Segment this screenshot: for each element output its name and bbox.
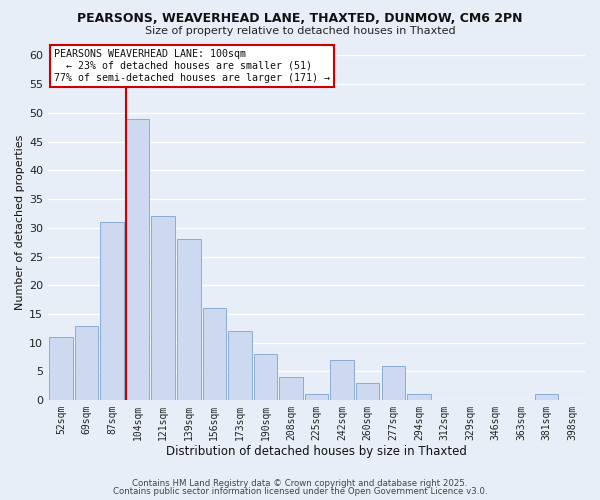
Bar bbox=[305, 394, 328, 400]
Bar bbox=[535, 394, 559, 400]
Bar bbox=[151, 216, 175, 400]
Text: PEARSONS WEAVERHEAD LANE: 100sqm
  ← 23% of detached houses are smaller (51)
77%: PEARSONS WEAVERHEAD LANE: 100sqm ← 23% o… bbox=[53, 50, 329, 82]
Bar bbox=[331, 360, 354, 400]
Text: Contains public sector information licensed under the Open Government Licence v3: Contains public sector information licen… bbox=[113, 487, 487, 496]
Bar bbox=[279, 377, 303, 400]
Y-axis label: Number of detached properties: Number of detached properties bbox=[15, 134, 25, 310]
Text: Contains HM Land Registry data © Crown copyright and database right 2025.: Contains HM Land Registry data © Crown c… bbox=[132, 478, 468, 488]
Bar bbox=[228, 332, 251, 400]
Bar bbox=[126, 118, 149, 400]
Text: PEARSONS, WEAVERHEAD LANE, THAXTED, DUNMOW, CM6 2PN: PEARSONS, WEAVERHEAD LANE, THAXTED, DUNM… bbox=[77, 12, 523, 24]
Bar bbox=[75, 326, 98, 400]
Bar bbox=[254, 354, 277, 400]
Bar bbox=[177, 240, 200, 400]
Bar bbox=[100, 222, 124, 400]
Bar bbox=[203, 308, 226, 400]
Bar bbox=[356, 383, 379, 400]
Bar bbox=[382, 366, 405, 400]
Bar bbox=[49, 337, 73, 400]
Text: Size of property relative to detached houses in Thaxted: Size of property relative to detached ho… bbox=[145, 26, 455, 36]
Bar bbox=[407, 394, 431, 400]
X-axis label: Distribution of detached houses by size in Thaxted: Distribution of detached houses by size … bbox=[166, 444, 467, 458]
